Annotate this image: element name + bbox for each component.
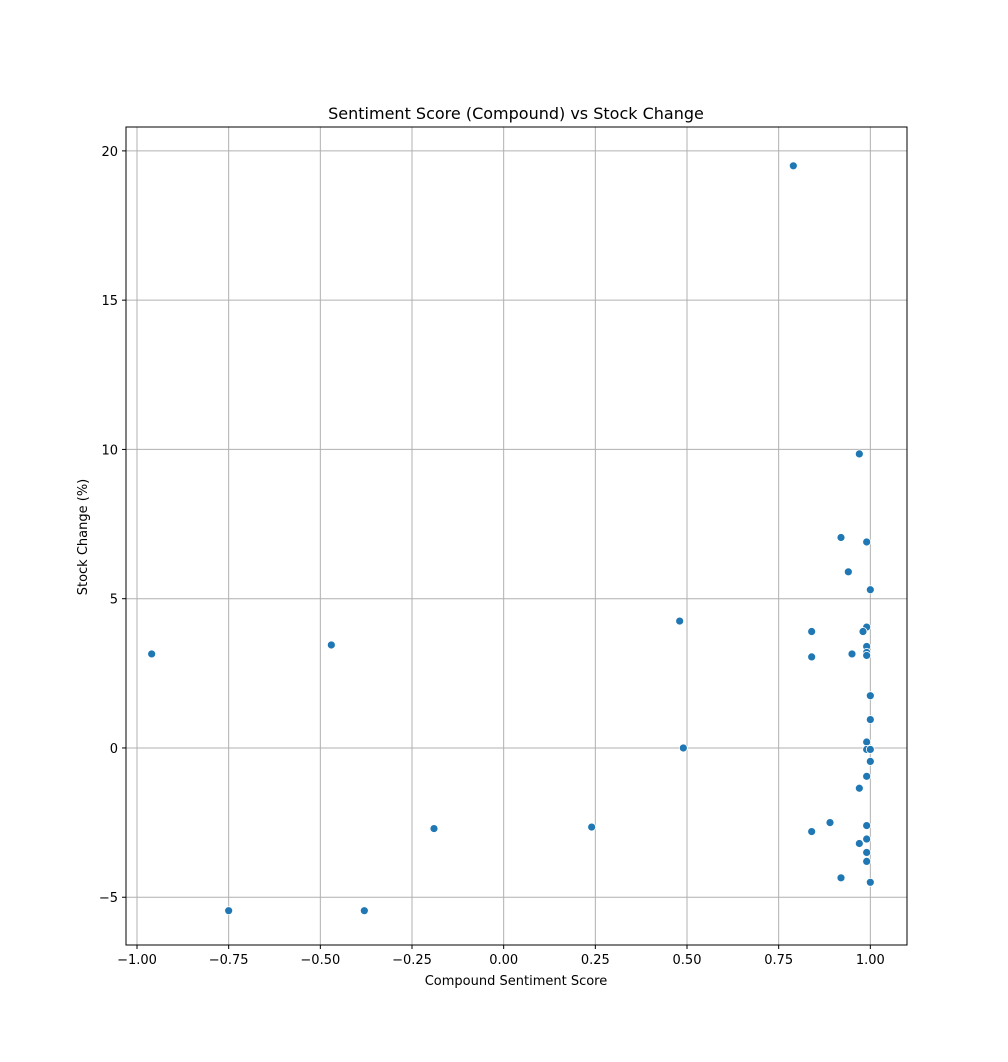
data-point: [836, 873, 846, 883]
data-point: [359, 906, 369, 916]
data-point: [865, 715, 875, 725]
data-point: [862, 848, 872, 857]
data-point: [865, 877, 875, 887]
data-point: [862, 737, 872, 747]
data-point: [865, 691, 875, 701]
x-tick-label: 0.50: [673, 953, 702, 968]
data-point: [836, 533, 846, 542]
y-tick-label: 0: [110, 742, 118, 757]
data-point: [862, 821, 872, 830]
chart-title: Sentiment Score (Compound) vs Stock Chan…: [328, 104, 704, 123]
data-point: [807, 827, 817, 836]
data-point: [862, 857, 872, 866]
data-point: [854, 783, 864, 793]
y-axis-ticks: −5 0 5 10 15 20: [99, 145, 126, 906]
data-point: [326, 640, 336, 650]
data-point: [429, 824, 439, 833]
plot-frame: [125, 126, 908, 946]
x-tick-label: −0.50: [300, 953, 340, 968]
y-tick-label: 15: [101, 294, 118, 309]
data-point: [862, 651, 872, 660]
data-point: [675, 616, 685, 626]
data-point: [865, 756, 875, 766]
data-point: [825, 818, 835, 827]
y-tick-label: 5: [110, 593, 118, 608]
data-point: [858, 627, 868, 636]
y-tick-label: 10: [101, 443, 118, 458]
x-tick-label: 0.25: [581, 953, 610, 968]
data-point: [862, 537, 872, 547]
data-point: [847, 649, 857, 659]
data-point: [678, 743, 688, 753]
data-point: [788, 161, 798, 171]
x-tick-label: −0.75: [209, 953, 249, 968]
data-point: [147, 649, 157, 659]
x-tick-label: 1.00: [856, 953, 885, 968]
data-point: [807, 627, 817, 636]
data-point: [854, 449, 864, 459]
x-tick-label: 0.00: [489, 953, 518, 968]
grid: [126, 127, 907, 945]
data-point: [865, 745, 875, 754]
x-axis-label: Compound Sentiment Score: [425, 974, 608, 989]
data-point: [854, 839, 864, 848]
data-point: [843, 567, 853, 577]
x-tick-label: 0.75: [764, 953, 793, 968]
data-point: [862, 771, 872, 781]
y-tick-label: 20: [101, 145, 118, 160]
x-tick-label: −1.00: [117, 953, 157, 968]
data-point: [224, 906, 234, 916]
data-point: [865, 585, 875, 595]
data-point: [862, 834, 872, 844]
data-points: [147, 161, 875, 916]
y-axis-label: Stock Change (%): [76, 479, 91, 596]
data-point: [587, 822, 597, 832]
x-axis-ticks: −1.00 −0.75 −0.50 −0.25 0.00 0.25 0.50 0.75 1.00: [117, 945, 885, 968]
y-tick-label: −5: [99, 891, 118, 906]
data-point: [807, 652, 817, 662]
x-tick-label: −0.25: [392, 953, 432, 968]
